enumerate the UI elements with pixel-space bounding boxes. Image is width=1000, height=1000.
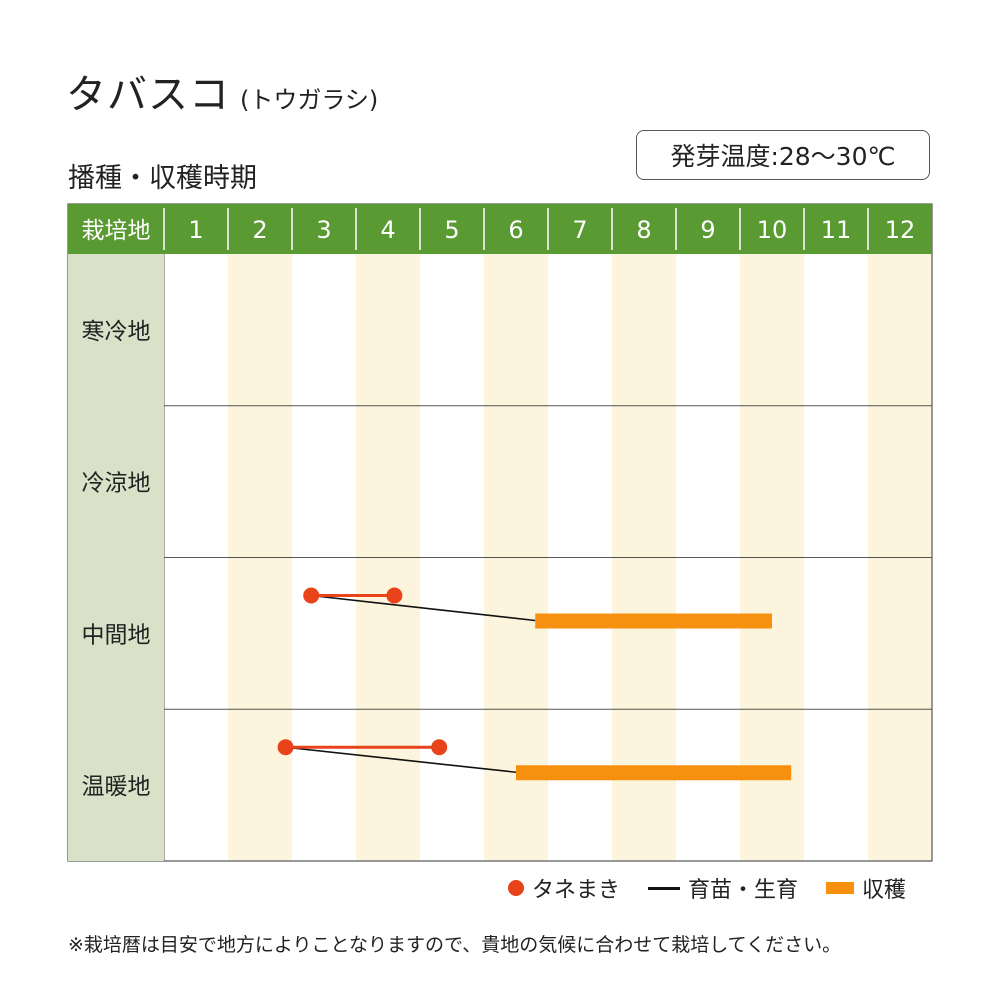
legend-harvest-label: 収穫 [862,878,907,903]
germination-temperature-text: 発芽温度:28〜30℃ [670,142,896,171]
legend-item-raising: 育苗・生育 [648,872,798,904]
month-label: 11 [821,216,852,244]
header-label: 栽培地 [82,218,151,244]
row-label-column [68,254,164,861]
month-label: 8 [636,216,651,244]
legend-item-sowing: タネまき [508,872,620,904]
month-label: 3 [316,216,331,244]
footnote: ※栽培暦は目安で地方によりことなりますので、貴地の気候に合わせて栽培してください… [68,934,842,956]
raising-line-icon [648,886,681,890]
legend-item-harvest: 収穫 [826,872,906,904]
month-label: 10 [757,216,788,244]
growth-line [311,594,536,622]
month-label: 9 [700,216,715,244]
harvest-bar-icon [826,882,855,894]
sowing-dot-icon [508,880,524,896]
sowing-start-dot [303,587,320,604]
month-label: 6 [508,216,523,244]
month-label: 5 [444,216,459,244]
month-label: 4 [380,216,395,244]
section-title: 播種・収穫時期 [68,163,257,194]
region-label: 冷涼地 [82,471,151,497]
region-label: 温暖地 [82,774,151,800]
legend-raising-label: 育苗・生育 [688,878,799,903]
sowing-end-dot [386,587,403,604]
growth-line [285,746,517,774]
month-label: 1 [188,216,203,244]
sowing-end-dot [431,739,448,756]
month-label: 7 [572,216,587,244]
page-subtitle: (トウガラシ) [240,86,379,114]
region-label: 中間地 [82,622,151,648]
germination-temperature-box: 発芽温度:28〜30℃ [636,130,930,180]
region-label: 寒冷地 [82,319,151,345]
title: タバスコ (トウガラシ) [66,62,378,120]
month-label: 2 [252,216,267,244]
legend: タネまき 育苗・生育 収穫 [508,872,906,904]
harvest-bar [535,613,772,629]
legend-sowing-label: タネまき [532,878,621,903]
page-title: タバスコ [66,72,230,118]
month-label: 12 [885,216,916,244]
sowing-start-dot [277,739,294,756]
header-row [68,204,932,254]
harvest-bar [516,765,792,781]
